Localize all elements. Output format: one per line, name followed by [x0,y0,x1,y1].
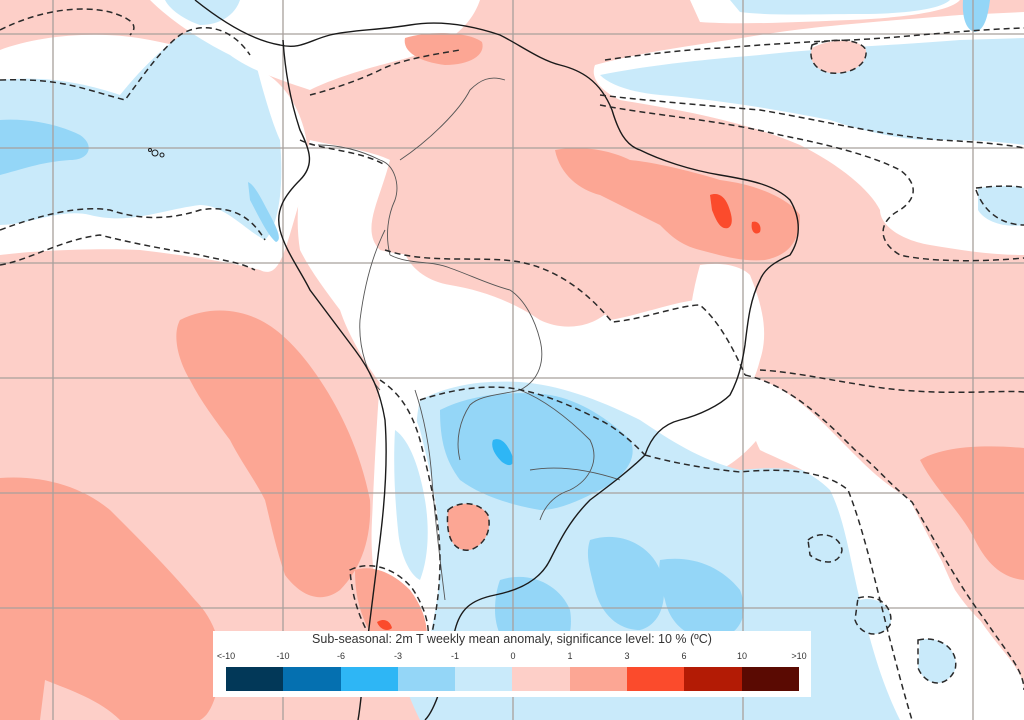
legend-tick: 1 [567,651,573,661]
legend-tick: <-10 [216,651,236,661]
peru-coast-cool-strip [248,182,279,242]
pacific-cool-core [0,119,89,175]
legend-swatch [569,667,628,691]
south-atlantic-warm-east [760,365,1024,650]
legend-tick: 3 [624,651,630,661]
patagonia-warm-strong [377,620,392,630]
atlantic-north-warm-islet [810,40,867,74]
se-pacific-warm-mid-south [0,477,222,720]
south-atlantic-white-zone [745,375,1024,720]
legend-ticks: <-10 -10 -6 -3 -1 0 1 3 6 10 >10 [213,651,811,663]
legend-swatch [684,667,742,691]
atlantic-right-cool-patch [978,186,1024,226]
legend-tick: -3 [393,651,403,661]
legend-tick: >10 [791,651,807,661]
legend: Sub-seasonal: 2m T weekly mean anomaly, … [213,631,811,697]
legend-swatch [226,667,284,691]
significance-contours [0,8,1024,720]
se-pacific-warm-mid-north [176,310,371,598]
legend-tick: -6 [336,651,346,661]
central-brazil-warm [400,227,610,327]
legend-swatch [512,667,570,691]
ne-brazil-warm-mid [555,148,800,261]
atlantic-north-cool-zone [600,38,1024,145]
legend-swatch [627,667,685,691]
legend-tick: -1 [450,651,460,661]
legend-swatch [340,667,398,691]
legend-title: Sub-seasonal: 2m T weekly mean anomaly, … [312,632,712,646]
legend-swatch [283,667,341,691]
southern-cone-cool-mid [440,393,633,510]
se-pacific-light-window [40,680,120,720]
legend-tick: 10 [736,651,748,661]
pacific-cool-zone [0,26,282,240]
atlantic-top-cool [730,0,950,15]
coastline [194,0,799,720]
argentina-warm-patch [447,503,490,551]
south-atlantic-cool-islands [855,599,956,683]
legend-swatch [741,667,799,691]
atlantic-top-right-cool-patch [962,0,990,32]
caribbean-white-zone [150,0,480,90]
legend-swatch [455,667,513,691]
galapagos-islands [148,148,165,158]
legend-tick: 0 [510,651,516,661]
south-atlantic-warm-mid [920,446,1024,580]
ne-brazil-warm-strong [710,194,732,229]
country-borders [317,77,621,601]
legend-swatch [397,667,456,691]
legend-tick: -10 [276,651,290,661]
argentina-cool-strip [394,430,428,580]
sw-atlantic-cool-mid-b [659,558,744,640]
sw-atlantic-cool-mid-a [587,536,664,630]
legend-colorbar [226,667,799,691]
paraguay-cool-strong [492,439,514,466]
legend-tick: 6 [681,651,687,661]
ne-brazil-warm-strong-small [751,221,761,234]
